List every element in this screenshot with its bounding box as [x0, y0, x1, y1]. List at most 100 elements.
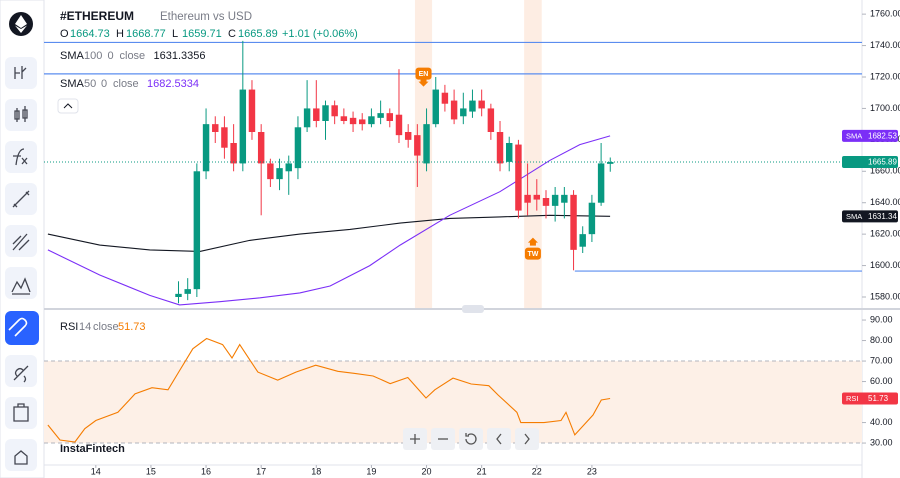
ohlc-row: O 1664.73 H 1668.77 L 1659.71 C 1665.89 +1.01 (+… [60, 28, 358, 40]
sma-tag-value: 1631.34 [868, 212, 897, 221]
tool-button[interactable] [5, 99, 37, 131]
candle-body [267, 163, 274, 180]
scroll-right-button[interactable] [515, 428, 539, 450]
candle-body [460, 108, 467, 117]
candle-body [570, 194, 577, 250]
legend: #ETHEREUM Ethereum vs USD O 1664.73 H 1668.… [57, 9, 358, 455]
x-tick-label: 22 [532, 466, 542, 476]
candle-body [202, 124, 210, 172]
x-tick-label: 23 [587, 466, 597, 476]
candle-body [294, 127, 302, 169]
candle-body [533, 194, 541, 200]
ohlc-key: O [60, 28, 69, 40]
y-tick-label: 1760.00 [870, 9, 900, 19]
candle-body [239, 89, 247, 164]
candle-body [175, 293, 182, 297]
y-tick-label: 1580.00 [870, 291, 900, 301]
candle-body [423, 124, 430, 164]
ohlc-key: H [116, 28, 124, 40]
candle-body [496, 132, 504, 164]
candle-body [313, 108, 320, 121]
candle-body [331, 105, 338, 117]
navigation [403, 428, 539, 450]
tool-button[interactable] [5, 57, 37, 89]
ohlc-value: 1668.77 [126, 28, 166, 40]
ohlc-key: C [228, 28, 236, 40]
tool-button[interactable] [5, 397, 37, 429]
indicator-value: 1682.5334 [147, 78, 199, 90]
y-tick-label: 1640.00 [870, 197, 900, 207]
rsi-y-tick-label: 80.00 [870, 335, 893, 345]
collapse-button[interactable] [57, 98, 79, 114]
rsi-tag: RSI 51.73 [842, 392, 898, 405]
candle-body [368, 116, 375, 125]
sma-tag-name: SMA [846, 131, 862, 140]
signal-marker: TW [524, 237, 541, 260]
reset-icon [465, 433, 477, 445]
rsi-y-tick-label: 60.00 [870, 376, 893, 386]
candle-body [248, 89, 256, 132]
signal-arrow [418, 78, 429, 87]
reset-button[interactable] [459, 428, 483, 450]
x-tick-label: 20 [422, 466, 432, 476]
x-tick-label: 14 [91, 466, 101, 476]
x-tick-label: 15 [146, 466, 156, 476]
candle-body [377, 113, 384, 118]
candle-body [432, 89, 439, 125]
brand: InstaFintech [60, 443, 125, 455]
indicator-source: close [113, 78, 139, 90]
tool-button[interactable] [5, 141, 37, 173]
x-tick-label: 18 [311, 466, 321, 476]
candle-body [450, 100, 458, 120]
indicator-name: SMA [60, 50, 85, 62]
rsi-tag-value: 51.73 [868, 394, 889, 403]
candle-body [212, 124, 219, 132]
tool-buttons [5, 57, 39, 471]
candle-body [469, 100, 476, 112]
sma-line [47, 135, 611, 306]
pane-resize-handle[interactable] [462, 305, 484, 313]
tool-icon [14, 106, 28, 122]
sma-tag-name: SMA [846, 212, 862, 221]
sma-tag-bg [842, 210, 898, 223]
rsi-name: RSI [60, 321, 78, 333]
rsi-length: 14 [79, 321, 91, 333]
last-price-tag: 1665.89 [842, 156, 898, 169]
rsi-tag-name: RSI [846, 394, 859, 403]
rsi-line [47, 337, 611, 443]
tool-icon [12, 233, 30, 251]
candle-body [285, 163, 292, 172]
symbol: #ETHEREUM [60, 9, 134, 23]
sma-line [47, 214, 611, 252]
y-tick-label: 1740.00 [870, 40, 900, 50]
rsi-value: 51.73 [118, 321, 146, 333]
change: +1.01 (+0.06%) [282, 28, 358, 40]
y-tick-label: 1600.00 [870, 260, 900, 270]
candle-body [579, 234, 586, 247]
candle-body [414, 135, 421, 156]
candle-body [257, 132, 265, 164]
rsi-y-tick-label: 90.00 [870, 314, 893, 324]
candle-body [386, 113, 393, 121]
candle-body [487, 108, 495, 132]
candle-body [395, 114, 403, 136]
scroll-left-button[interactable] [487, 428, 511, 450]
candle-body [340, 116, 348, 121]
highlight-range [524, 0, 542, 308]
candle-body [551, 194, 559, 206]
y-tick-label: 1720.00 [870, 71, 900, 81]
last-price-tag-bg [842, 156, 898, 169]
tool-icon [8, 317, 28, 337]
ohlc-value: 1664.73 [70, 28, 110, 40]
symbol-description: Ethereum vs USD [160, 11, 252, 23]
ohlc-value: 1659.71 [182, 28, 222, 40]
ohlc-value: 1665.89 [238, 28, 278, 40]
tool-button[interactable] [5, 439, 37, 471]
sma-tag: SMA 1682.53 [842, 129, 898, 142]
tool-button[interactable] [5, 355, 37, 387]
indicator-offset: 0 [108, 50, 114, 62]
candle-body [358, 119, 366, 125]
indicator-value: 1631.3356 [154, 50, 206, 62]
tool-icon [13, 365, 29, 383]
